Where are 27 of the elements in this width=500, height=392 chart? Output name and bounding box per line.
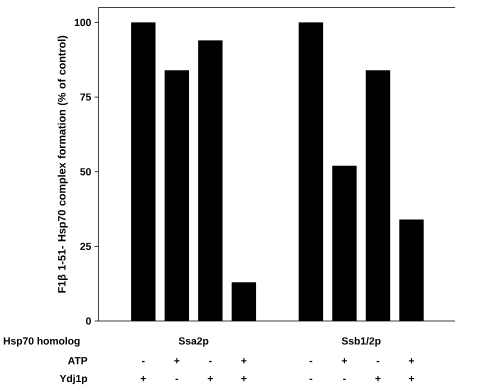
y-tick-label: 100 <box>74 18 91 26</box>
y-tick-label: 25 <box>80 242 92 250</box>
x-tick-label: - <box>209 360 212 362</box>
text: + <box>375 376 381 382</box>
text: + <box>208 376 213 382</box>
text: - <box>343 378 346 380</box>
y-tick-label: 75 <box>80 93 92 100</box>
y-tick-label: 0 <box>86 317 91 324</box>
text: + <box>408 376 414 382</box>
text: Ydj1p <box>60 374 88 384</box>
x-tick-label: + <box>174 358 180 364</box>
y-axis-title: F1β 1-51- Hsp70 complex formation (% of control) <box>58 36 68 292</box>
text: Ssa2p <box>178 337 208 346</box>
text: Hsp70 homolog <box>4 336 80 346</box>
x-tick-label: + <box>342 358 348 364</box>
x-tick-label: - <box>310 360 312 362</box>
text: - <box>176 378 178 380</box>
x-tick-label: + <box>241 358 246 364</box>
y-tick-label: 50 <box>80 168 91 176</box>
text: ATP <box>68 356 88 364</box>
x-tick-label: + <box>408 358 414 364</box>
text: Ssb1/2p <box>342 336 380 346</box>
x-tick-label: - <box>142 360 145 362</box>
text: + <box>140 376 146 382</box>
text: - <box>310 378 312 380</box>
text: + <box>241 376 246 382</box>
x-tick-label: - <box>376 360 380 362</box>
